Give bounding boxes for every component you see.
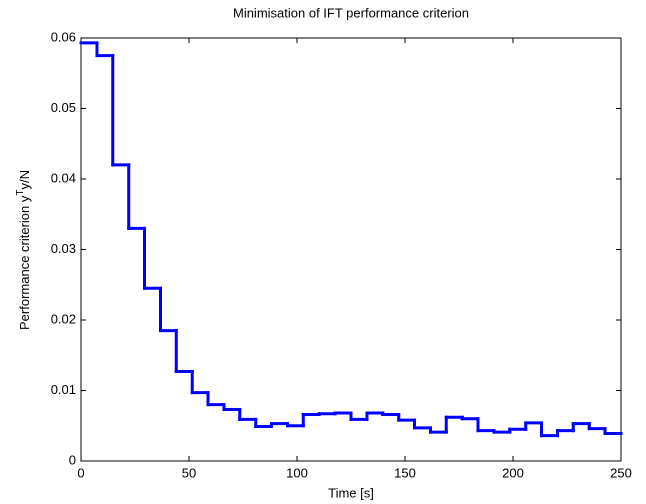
x-tick-label: 0 <box>77 465 84 480</box>
x-tick-label: 250 <box>610 465 632 480</box>
y-tick-label: 0.04 <box>51 170 76 185</box>
y-tick-label: 0.01 <box>51 382 76 397</box>
y-label-main: Performance criterion y <box>17 195 32 330</box>
y-tick-label: 0.02 <box>51 311 76 326</box>
y-axis-label: Performance criterion yTy/N <box>15 170 33 330</box>
y-tick-label: 0.06 <box>51 29 76 44</box>
x-tick-label: 150 <box>394 465 416 480</box>
y-tick-label: 0.03 <box>51 241 76 256</box>
x-tick-label: 50 <box>182 465 196 480</box>
x-tick-label: 100 <box>286 465 308 480</box>
x-axis-label: Time [s] <box>328 485 374 500</box>
chart-title: Minimisation of IFT performance criterio… <box>233 5 469 20</box>
y-label-rest: y/N <box>17 170 32 190</box>
y-tick-label: 0 <box>69 452 76 467</box>
x-tick-label: 200 <box>502 465 524 480</box>
y-tick-label: 0.05 <box>51 100 76 115</box>
y-label-sup: T <box>15 190 26 196</box>
